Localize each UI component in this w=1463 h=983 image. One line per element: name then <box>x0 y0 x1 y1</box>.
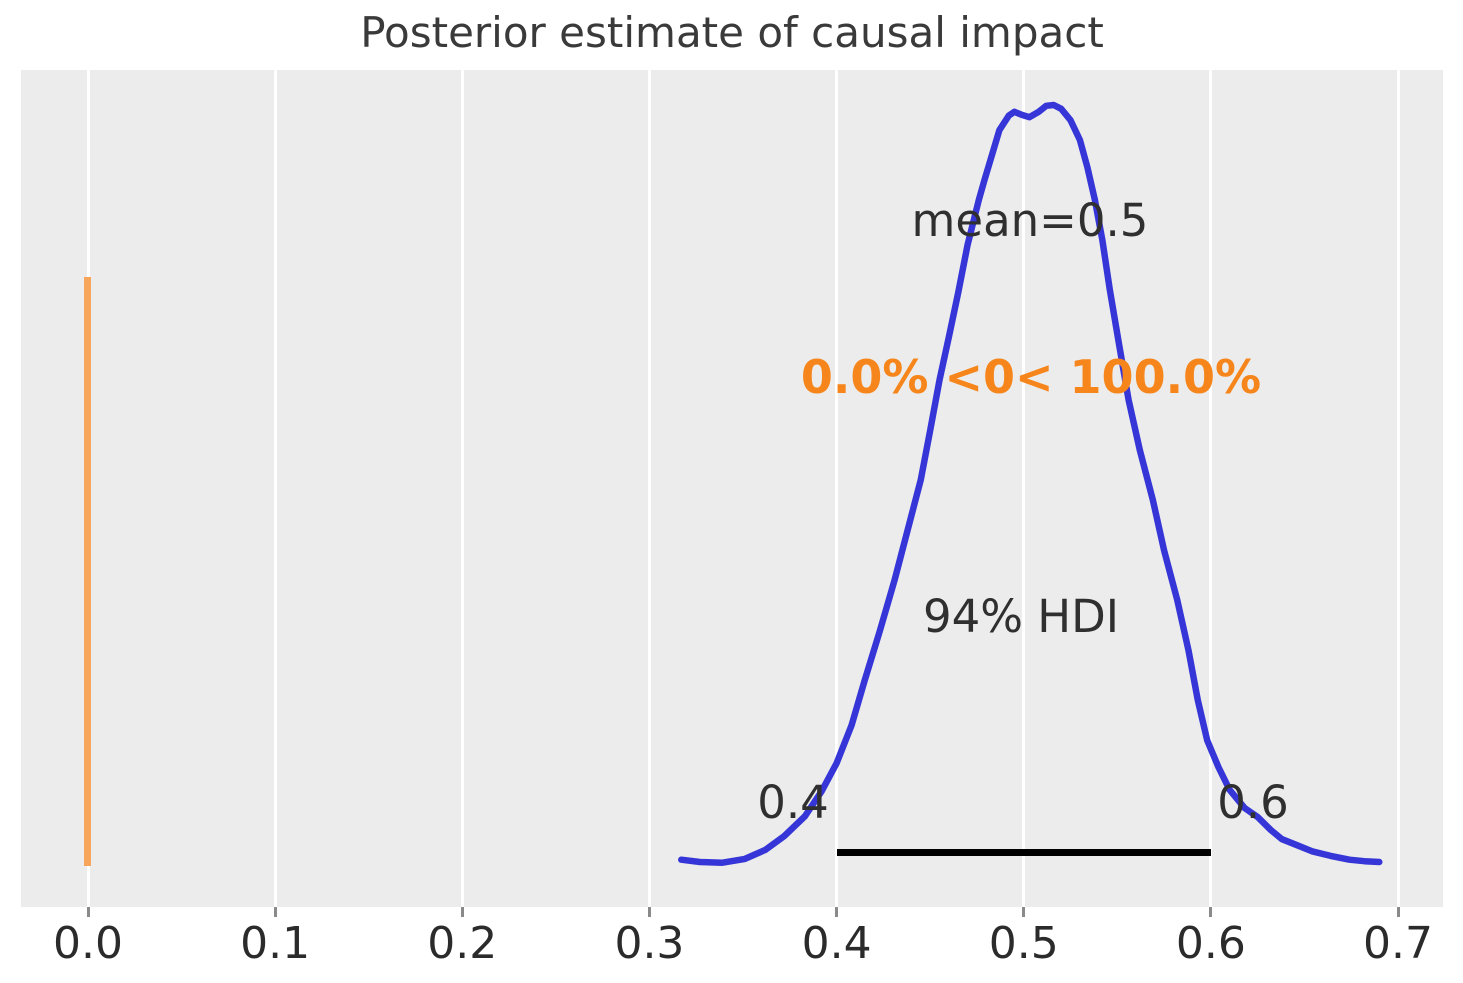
x-tick-mark <box>1209 907 1213 917</box>
x-tick-mark <box>1022 907 1026 917</box>
x-tick-label: 0.0 <box>53 918 123 969</box>
mean-annotation: mean=0.5 <box>911 194 1149 247</box>
x-tick-mark <box>86 907 90 917</box>
x-tick-label: 0.6 <box>1175 918 1246 969</box>
x-tick-label: 0.3 <box>614 918 685 969</box>
x-tick-label: 0.4 <box>801 918 872 969</box>
plot-area <box>21 70 1443 907</box>
x-tick-label: 0.2 <box>427 918 498 969</box>
x-gridline <box>647 70 651 907</box>
x-gridline <box>460 70 464 907</box>
x-tick-mark <box>1396 907 1400 917</box>
x-tick-label: 0.7 <box>1363 918 1434 969</box>
x-gridline <box>1209 70 1213 907</box>
hdi-annotation: 94% HDI <box>922 590 1120 643</box>
x-tick-mark <box>273 907 277 917</box>
reference-value-line <box>84 277 91 866</box>
x-gridline <box>273 70 277 907</box>
x-gridline <box>1022 70 1026 907</box>
chart-title: Posterior estimate of causal impact <box>360 8 1104 57</box>
x-tick-mark <box>647 907 651 917</box>
x-tick-label: 0.1 <box>240 918 311 969</box>
posterior-kde-curve <box>678 101 1383 866</box>
x-tick-mark <box>460 907 464 917</box>
x-gridline <box>835 70 839 907</box>
x-gridline <box>1396 70 1400 907</box>
hdi-lower-annotation: 0.4 <box>757 776 829 829</box>
x-tick-mark <box>835 907 839 917</box>
x-tick-label: 0.5 <box>988 918 1059 969</box>
hdi-interval-line <box>837 849 1211 856</box>
hdi-upper-annotation: 0.6 <box>1217 776 1289 829</box>
reference-value-annotation: 0.0% <0< 100.0% <box>800 350 1262 404</box>
